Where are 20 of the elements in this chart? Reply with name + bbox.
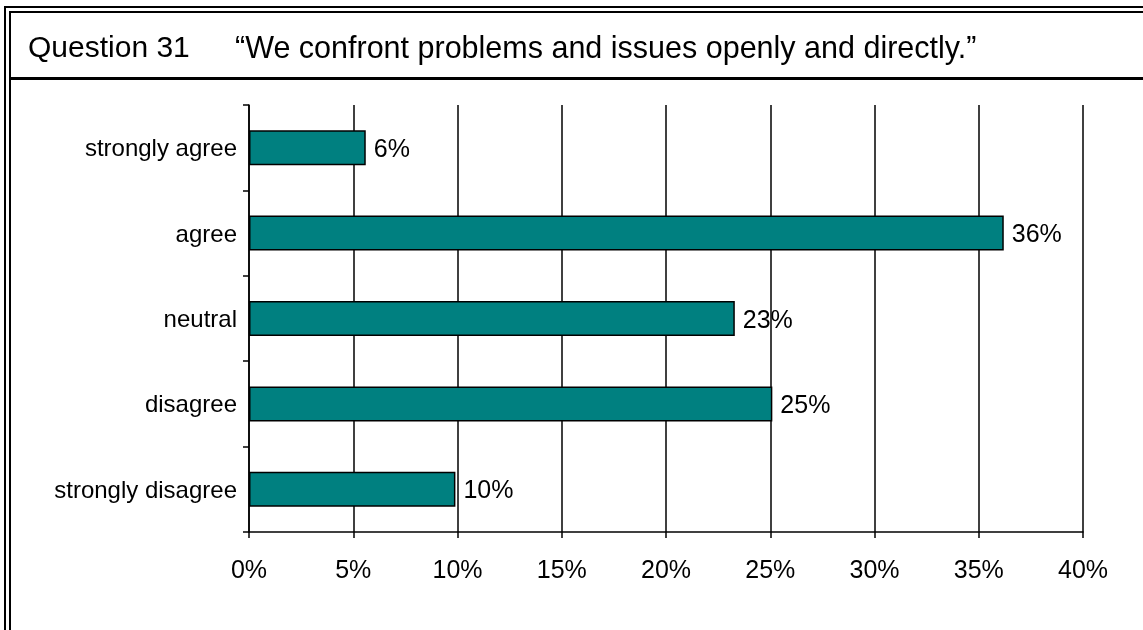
x-tick-label: 20% [640, 554, 692, 583]
x-tick-label: 25% [745, 554, 796, 583]
y-tick-label: strongly agree [84, 134, 237, 162]
y-tick-label: disagree [144, 390, 237, 418]
y-tick-label: agree [175, 219, 237, 247]
y-tick-label: strongly disagree [54, 475, 237, 503]
x-tick-label: 0% [230, 554, 268, 583]
data-label: 25% [780, 389, 831, 418]
chart-subtitle: “We confront problems and issues openly and directly.” [235, 29, 977, 65]
data-label: 6% [373, 133, 410, 162]
data-label: 36% [1011, 219, 1062, 248]
y-tick-label: neutral [163, 305, 237, 332]
chart-title: Question 31 [28, 29, 190, 63]
x-tick-label: 5% [335, 554, 372, 583]
x-tick-label: 30% [849, 554, 900, 583]
x-tick-label: 10% [432, 554, 483, 583]
data-label: 10% [463, 475, 514, 504]
x-tick-label: 40% [1057, 554, 1109, 583]
x-tick-label: 35% [953, 554, 1004, 583]
x-tick-label: 15% [536, 554, 587, 583]
